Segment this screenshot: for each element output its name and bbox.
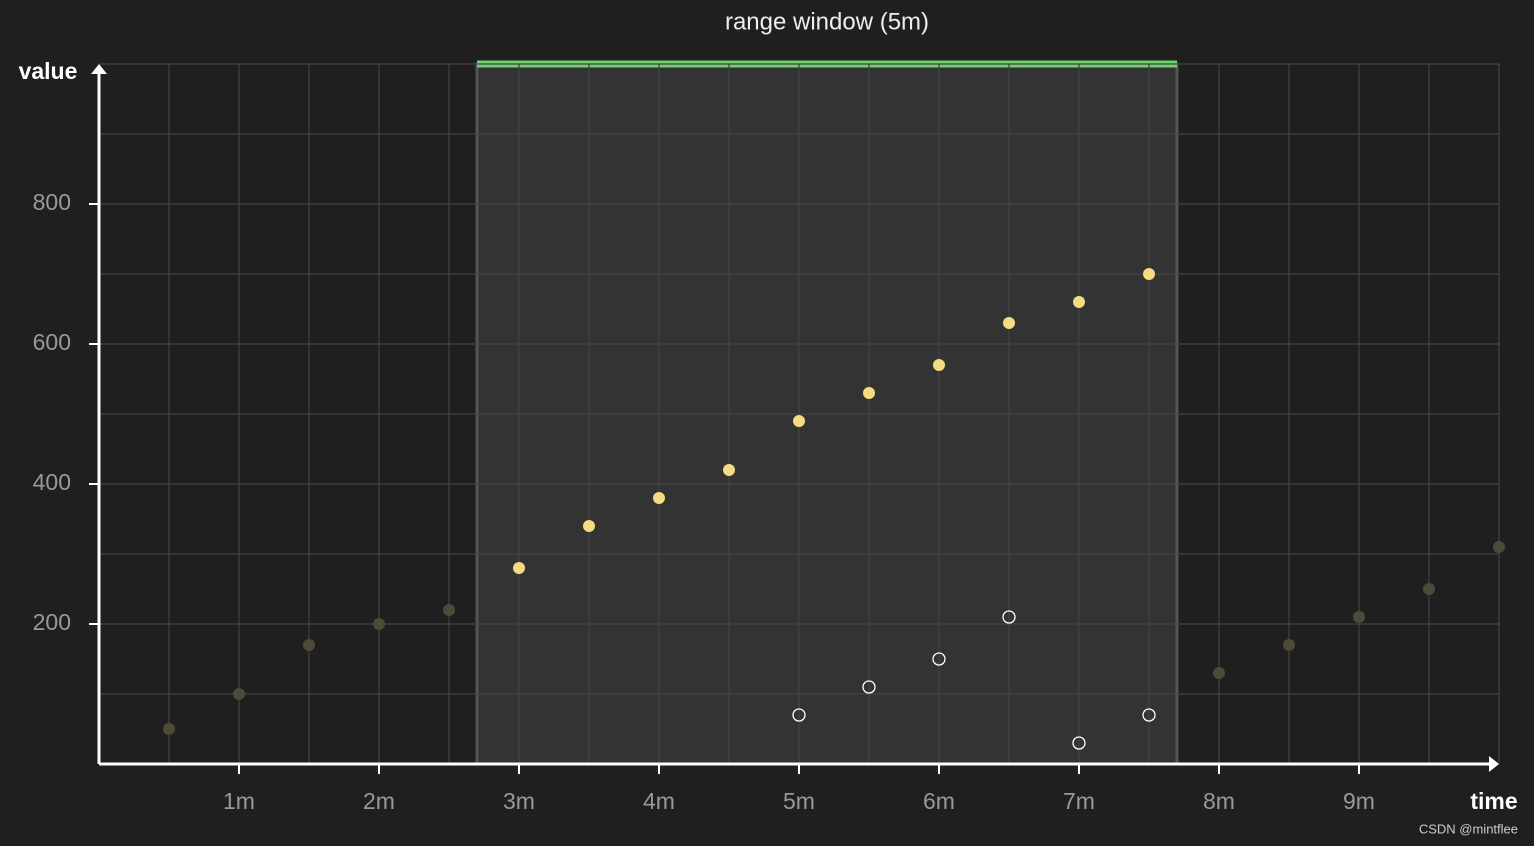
point [792,708,806,722]
x-tick-label: 2m [363,788,395,814]
point [793,415,805,427]
point [1142,708,1156,722]
y-tick-label: 800 [33,189,71,215]
point [653,492,665,504]
point [1002,610,1016,624]
point [1072,736,1086,750]
point [163,723,175,735]
point [1003,317,1015,329]
point [373,618,385,630]
x-tick-label: 6m [923,788,955,814]
point [1213,667,1225,679]
point [583,520,595,532]
x-tick-label: 3m [503,788,535,814]
point [1143,268,1155,280]
point [723,464,735,476]
y-tick-label: 600 [33,329,71,355]
y-axis-arrow [91,64,107,74]
x-tick-label: 8m [1203,788,1235,814]
y-tick-label: 400 [33,469,71,495]
point [933,359,945,371]
point [1283,639,1295,651]
point [233,688,245,700]
x-axis-label: time [1470,788,1517,814]
point [1073,296,1085,308]
x-tick-label: 7m [1063,788,1095,814]
x-tick-label: 1m [223,788,255,814]
x-tick-label: 5m [783,788,815,814]
point [1423,583,1435,595]
chart-title: range window (5m) [725,8,929,35]
y-tick-label: 200 [33,609,71,635]
x-tick-label: 4m [643,788,675,814]
point [513,562,525,574]
point [863,387,875,399]
y-axis-label: value [19,58,78,84]
point [1353,611,1365,623]
point [862,680,876,694]
watermark: CSDN @mintflee [1419,821,1518,836]
point [932,652,946,666]
x-axis-arrow [1489,756,1499,772]
point [303,639,315,651]
point [1493,541,1505,553]
point [443,604,455,616]
x-tick-label: 9m [1343,788,1375,814]
